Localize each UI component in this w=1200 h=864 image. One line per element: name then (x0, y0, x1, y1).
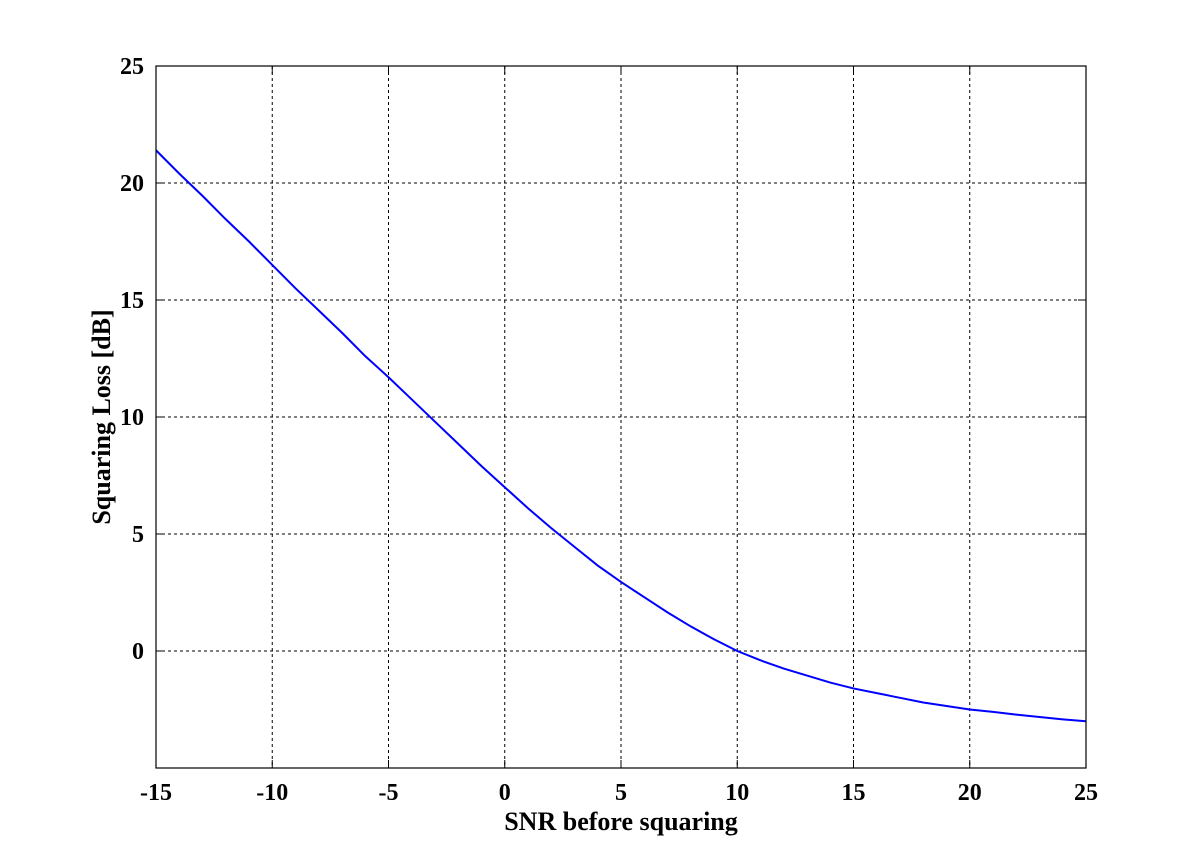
y-tick-labels: 0 5 10 15 20 25 (120, 54, 144, 665)
series-line (155, 149, 1087, 723)
x-tick-label: 10 (725, 780, 749, 806)
y-tick-label: 20 (120, 171, 144, 197)
y-tick-label: 10 (120, 405, 144, 431)
x-tick-label: 0 (499, 780, 511, 806)
x-tick-label: -5 (379, 780, 399, 806)
x-tick-label: 20 (958, 780, 982, 806)
x-tick-label: -15 (140, 780, 172, 806)
x-tick-labels: -15 -10 -5 0 5 10 15 20 25 (140, 780, 1098, 806)
grid (156, 66, 1086, 768)
y-tick-label: 5 (132, 522, 144, 548)
x-tick-label: 15 (842, 780, 866, 806)
plot-frame (155, 65, 1087, 769)
x-tick-label: -10 (256, 780, 288, 806)
y-tick-label: 0 (132, 639, 144, 665)
y-tick-label: 25 (120, 54, 144, 80)
x-axis-label: SNR before squaring (504, 807, 738, 836)
x-tick-label: 25 (1074, 780, 1098, 806)
x-tick-label: 5 (615, 780, 627, 806)
y-tick-label: 15 (120, 288, 144, 314)
y-axis-label: Squaring Loss [dB] (87, 309, 116, 524)
